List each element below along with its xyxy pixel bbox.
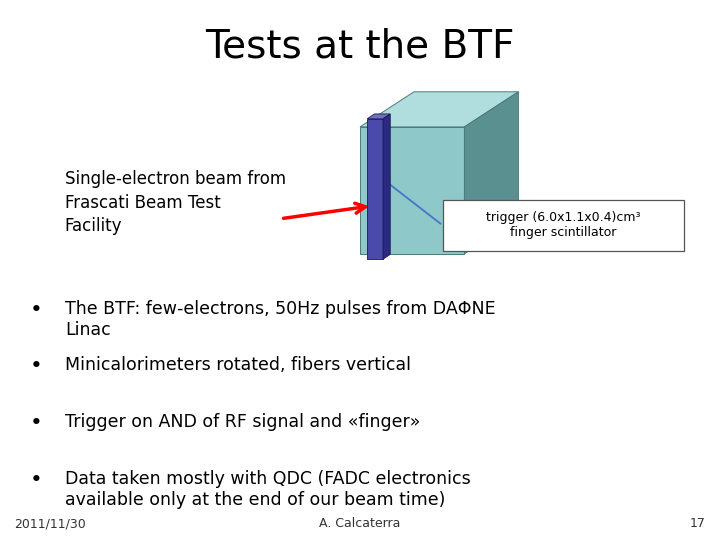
Polygon shape <box>464 92 518 254</box>
Text: 17: 17 <box>690 517 706 530</box>
Polygon shape <box>367 114 390 119</box>
Text: •: • <box>30 356 42 376</box>
Text: trigger (6.0x1.1x0.4)cm³
finger scintillator: trigger (6.0x1.1x0.4)cm³ finger scintill… <box>486 212 641 239</box>
Text: 2011/11/30: 2011/11/30 <box>14 517 86 530</box>
Text: •: • <box>30 413 42 433</box>
Text: A. Calcaterra: A. Calcaterra <box>319 517 401 530</box>
Polygon shape <box>360 127 464 254</box>
Text: Single-electron beam from
Frascati Beam Test
Facility: Single-electron beam from Frascati Beam … <box>65 170 286 235</box>
Text: The BTF: few-electrons, 50Hz pulses from DAΦNE
Linac: The BTF: few-electrons, 50Hz pulses from… <box>65 300 495 339</box>
Text: •: • <box>30 470 42 490</box>
Polygon shape <box>383 114 390 259</box>
Text: Minicalorimeters rotated, fibers vertical: Minicalorimeters rotated, fibers vertica… <box>65 356 411 374</box>
Polygon shape <box>367 119 383 259</box>
Polygon shape <box>360 92 518 127</box>
Text: Trigger on AND of RF signal and «finger»: Trigger on AND of RF signal and «finger» <box>65 413 420 431</box>
FancyBboxPatch shape <box>443 200 684 251</box>
Text: •: • <box>30 300 42 320</box>
Text: Data taken mostly with QDC (FADC electronics
available only at the end of our be: Data taken mostly with QDC (FADC electro… <box>65 470 471 509</box>
Text: Tests at the BTF: Tests at the BTF <box>205 27 515 65</box>
